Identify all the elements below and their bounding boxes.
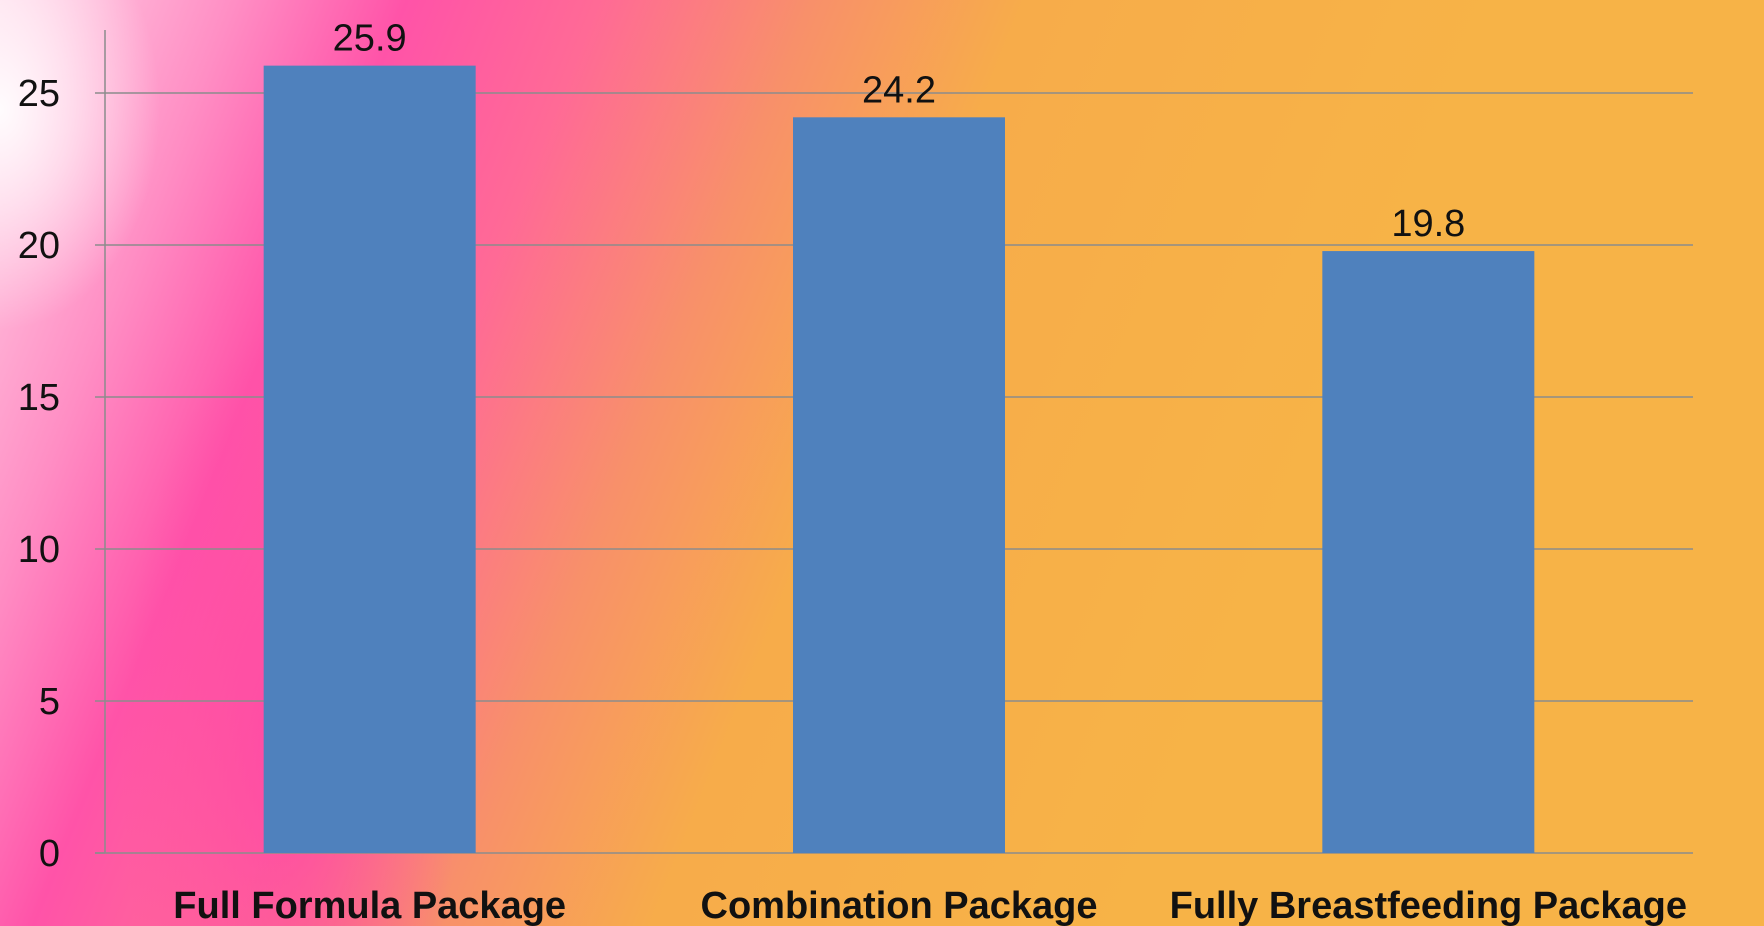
x-category-label: Combination Package: [701, 885, 1098, 926]
y-tick-label: 10: [18, 529, 60, 571]
bar: [263, 65, 476, 853]
y-tick-label: 15: [18, 377, 60, 419]
bar: [1322, 251, 1535, 853]
y-axis-tick-labels: 0 5 10 15 20 25: [18, 73, 60, 875]
x-axis-category-labels: Full Formula Package Combination Package F…: [173, 885, 1687, 926]
x-category-label: Full Formula Package: [173, 885, 566, 926]
data-label: 19.8: [1391, 203, 1465, 245]
data-label: 24.2: [862, 69, 936, 111]
bar: [793, 117, 1005, 853]
y-tick-label: 25: [18, 73, 60, 115]
y-tick-label: 5: [39, 681, 60, 723]
data-labels: 25.9 24.2 19.8: [333, 18, 1466, 245]
bars: [263, 65, 1535, 853]
data-label: 25.9: [333, 18, 407, 60]
y-tick-label: 20: [18, 225, 60, 267]
x-category-label: Fully Breastfeeding Package: [1170, 885, 1687, 926]
y-tick-label: 0: [39, 833, 60, 875]
